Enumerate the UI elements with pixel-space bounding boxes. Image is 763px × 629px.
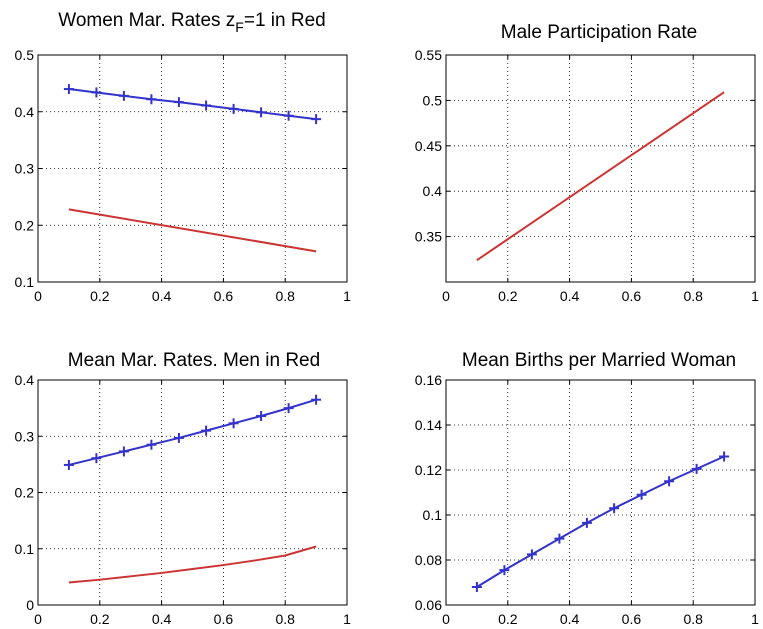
data-point-marker bbox=[636, 489, 647, 500]
y-tick-label: 0.45 bbox=[415, 138, 442, 154]
data-point-marker bbox=[471, 582, 482, 592]
x-tick-label: 0 bbox=[442, 288, 450, 304]
y-tick-label: 0.1 bbox=[15, 274, 35, 290]
panel-title: Male Participation Rate bbox=[501, 22, 697, 43]
data-point-marker bbox=[228, 418, 239, 429]
y-tick-label: 0.06 bbox=[415, 597, 442, 613]
x-tick-label: 0.4 bbox=[560, 611, 580, 627]
data-point-marker bbox=[664, 476, 675, 487]
plot-frame bbox=[37, 379, 348, 606]
data-point-marker bbox=[63, 459, 74, 470]
plot-frame bbox=[445, 379, 756, 606]
series-line-red bbox=[68, 545, 317, 584]
x-tick-label: 0 bbox=[34, 611, 42, 627]
data-point-marker bbox=[146, 439, 157, 450]
data-point-marker bbox=[91, 87, 102, 98]
x-tick-label: 0.8 bbox=[275, 611, 295, 627]
y-tick-label: 0.3 bbox=[15, 428, 35, 444]
y-tick-label: 0.1 bbox=[15, 541, 35, 557]
data-point-marker bbox=[526, 549, 537, 560]
data-point-marker bbox=[499, 565, 510, 576]
panel-title: Mean Births per Married Woman bbox=[462, 350, 736, 371]
x-tick-label: 0.6 bbox=[622, 288, 642, 304]
data-point-marker bbox=[173, 432, 184, 443]
data-point-marker bbox=[173, 97, 184, 108]
data-point-marker bbox=[691, 463, 702, 474]
x-tick-label: 0.2 bbox=[498, 611, 518, 627]
data-point-marker bbox=[63, 84, 74, 95]
data-point-marker bbox=[554, 533, 565, 544]
panel-women-marriage-rates: Women Mar. Rates zF=1 in Red 0 0.2 0.4 0.6 0… bbox=[15, 10, 352, 304]
data-point-marker bbox=[201, 100, 212, 111]
y-tick-label: 0.12 bbox=[415, 462, 442, 478]
y-tick-label: 0.1 bbox=[423, 507, 443, 523]
y-tick-label: 0.5 bbox=[15, 47, 35, 63]
series-line-red bbox=[68, 208, 317, 253]
y-tick-label: 0.3 bbox=[15, 161, 35, 177]
data-point-marker bbox=[256, 411, 267, 421]
y-tick-label: 0.5 bbox=[423, 92, 443, 108]
x-tick-label: 1 bbox=[343, 288, 351, 304]
y-tick-label: 0.2 bbox=[15, 217, 35, 233]
x-tick-label: 0.8 bbox=[683, 288, 703, 304]
x-tick-label: 0.6 bbox=[214, 611, 234, 627]
data-point-marker bbox=[91, 453, 102, 464]
x-tick-label: 0.2 bbox=[498, 288, 518, 304]
data-point-marker bbox=[146, 94, 157, 105]
y-tick-label: 0.35 bbox=[415, 229, 442, 245]
x-tick-label: 0.6 bbox=[214, 288, 234, 304]
panel-mean-marriage-rates: Mean Mar. Rates. Men in Red 0 0.2 0.4 0.6 0.… bbox=[15, 350, 352, 627]
y-tick-label: 0.16 bbox=[415, 372, 442, 388]
data-point-marker bbox=[311, 394, 322, 405]
x-tick-label: 0.2 bbox=[90, 611, 110, 627]
x-tick-label: 0.2 bbox=[90, 288, 110, 304]
x-tick-label: 1 bbox=[751, 611, 759, 627]
y-tick-label: 0.4 bbox=[15, 372, 35, 388]
y-tick-label: 0.55 bbox=[415, 47, 442, 63]
data-point-marker bbox=[283, 110, 294, 121]
data-point-marker bbox=[256, 107, 267, 118]
x-tick-label: 0.8 bbox=[683, 611, 703, 627]
x-tick-label: 0 bbox=[442, 611, 450, 627]
x-tick-label: 0.8 bbox=[275, 288, 295, 304]
x-tick-label: 1 bbox=[751, 288, 759, 304]
x-tick-label: 1 bbox=[343, 611, 351, 627]
plot-frame bbox=[445, 54, 756, 283]
x-tick-label: 0.6 bbox=[622, 611, 642, 627]
data-point-marker bbox=[719, 451, 730, 462]
panel-mean-births-per-married-woman: Mean Births per Married Woman 0 0.2 0.4 0.6… bbox=[415, 350, 759, 627]
data-point-marker bbox=[201, 425, 212, 436]
x-tick-label: 0.4 bbox=[152, 288, 172, 304]
data-point-marker bbox=[228, 103, 239, 114]
y-tick-label: 0.4 bbox=[423, 183, 443, 199]
panel-male-participation-rate: Male Participation Rate 0 0.2 0.4 0.6 0.8 1 0.… bbox=[415, 22, 759, 304]
series-line-blue bbox=[68, 88, 317, 121]
y-tick-label: 0.2 bbox=[15, 485, 35, 501]
data-point-marker bbox=[581, 517, 592, 528]
data-point-marker bbox=[311, 114, 322, 125]
x-tick-label: 0.4 bbox=[152, 611, 172, 627]
data-point-marker bbox=[118, 446, 129, 457]
data-point-marker bbox=[283, 403, 294, 414]
y-tick-label: 0.08 bbox=[415, 552, 442, 568]
y-tick-label: 0.14 bbox=[415, 417, 442, 433]
series-line-red bbox=[476, 91, 725, 262]
data-point-marker bbox=[118, 90, 129, 101]
series-line-blue bbox=[68, 398, 317, 466]
y-tick-label: 0 bbox=[26, 597, 34, 613]
data-point-marker bbox=[609, 503, 620, 514]
panel-title: Mean Mar. Rates. Men in Red bbox=[68, 350, 320, 371]
x-tick-label: 0 bbox=[34, 288, 42, 304]
x-tick-label: 0.4 bbox=[560, 288, 580, 304]
series-line-blue bbox=[476, 455, 725, 588]
panel-title: Women Mar. Rates zF=1 in Red bbox=[58, 10, 325, 35]
y-tick-label: 0.4 bbox=[15, 104, 35, 120]
